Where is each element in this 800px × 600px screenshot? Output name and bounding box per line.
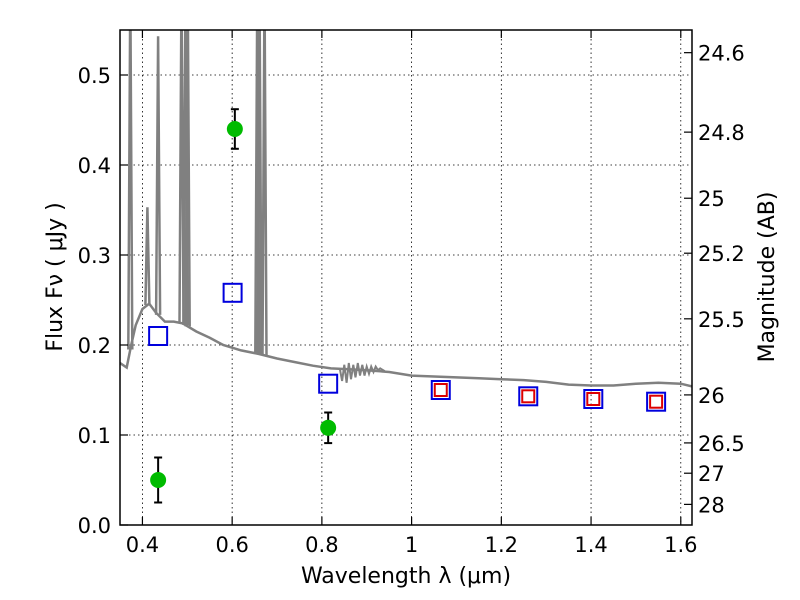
plot-frame <box>119 29 693 526</box>
grid-lines <box>120 30 692 526</box>
magnitude-tick-label: 24.6 <box>698 42 745 66</box>
model-point-red <box>586 392 601 406</box>
spectrum-absorption-band <box>338 362 386 383</box>
model-spectrum <box>120 30 692 388</box>
x-tick-label: 1 <box>405 533 418 557</box>
magnitude-axis-ticks: 24.6 24.8 25 25.2 25.5 26 26.5 27 28 <box>684 42 745 517</box>
magnitude-tick-label: 27 <box>698 462 725 486</box>
x-tick-label: 0.6 <box>215 533 248 557</box>
x-tick-label: 0.4 <box>126 533 159 557</box>
model-point-blue <box>148 326 169 346</box>
model-point-red <box>433 383 448 397</box>
data-markers <box>148 121 667 488</box>
model-point-blue <box>646 391 667 412</box>
magnitude-axis-label: Magnitude (AB) <box>755 192 780 363</box>
magnitude-tick-label: 25.5 <box>698 308 745 332</box>
spectrum-emission-line <box>154 36 162 315</box>
y-axis-label: Flux Fν ( μJy ) <box>43 202 68 351</box>
axes-frame <box>119 29 693 526</box>
observed-point <box>320 419 337 436</box>
spectrum-emission-line <box>144 207 151 306</box>
observed-point <box>226 121 243 137</box>
magnitude-tick-label: 28 <box>698 493 725 517</box>
y-tick-label: 0.1 <box>78 424 111 448</box>
model-point-red <box>521 389 536 404</box>
y-tick-label: 0.0 <box>78 514 111 538</box>
spectrum-continuum <box>120 301 692 388</box>
spectrum-emission-line <box>178 30 185 324</box>
x-tick-label: 1.4 <box>574 533 607 557</box>
magnitude-tick-label: 25.2 <box>698 242 745 266</box>
x-tick-label: 1.2 <box>485 533 518 557</box>
model-point-blue <box>583 389 604 409</box>
magnitude-tick-label: 24.8 <box>698 121 745 145</box>
model-point-blue <box>430 380 451 400</box>
x-axis-label: Wavelength λ (μm) <box>301 564 511 589</box>
y-tick-label: 0.2 <box>78 334 111 358</box>
magnitude-tick-label: 26 <box>698 384 725 408</box>
x-tick-label: 0.8 <box>305 533 338 557</box>
model-point-blue <box>518 386 539 407</box>
x-axis-ticks: 0.4 0.6 0.8 1 1.2 1.4 1.6 <box>126 30 697 557</box>
model-point-red <box>649 394 664 409</box>
spectrum-emission-line <box>184 30 191 327</box>
magnitude-tick-label: 26.5 <box>698 432 745 456</box>
y-axis-ticks: 0.0 0.1 0.2 0.3 0.4 0.5 <box>78 64 128 538</box>
spectrum-emission-line <box>127 30 134 350</box>
observed-point <box>150 472 167 488</box>
spectrum-emission-line <box>256 30 263 355</box>
x-tick-label: 1.6 <box>664 533 697 557</box>
y-tick-label: 0.5 <box>78 64 111 88</box>
model-point-blue <box>222 282 243 303</box>
y-tick-label: 0.4 <box>78 154 111 178</box>
y-tick-label: 0.3 <box>78 244 111 268</box>
magnitude-tick-label: 25 <box>698 187 725 211</box>
spectrum-emission-line <box>261 30 268 356</box>
model-point-blue <box>318 373 339 394</box>
